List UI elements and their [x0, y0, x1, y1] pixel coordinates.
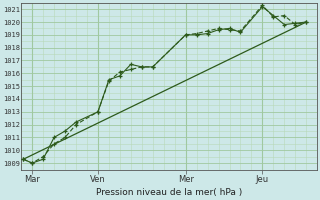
- X-axis label: Pression niveau de la mer( hPa ): Pression niveau de la mer( hPa ): [96, 188, 242, 197]
